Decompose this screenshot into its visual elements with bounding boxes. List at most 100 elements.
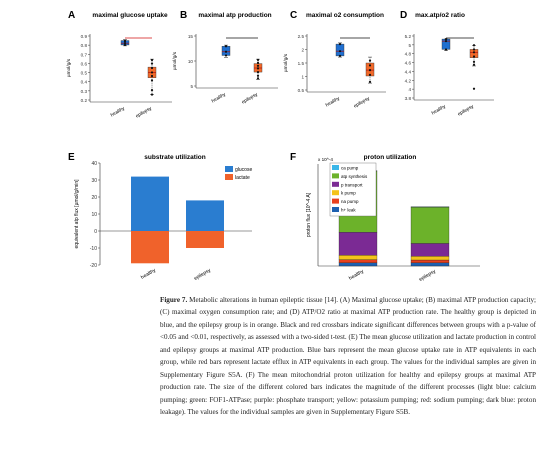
data-point-epilepsy-d	[472, 55, 476, 58]
x-tick-label-e: epilepsy	[193, 267, 212, 282]
x-tick-label-b: epilepsy	[241, 91, 260, 105]
legend-label-f: h+ leak	[341, 208, 356, 213]
y-tick-label-d: 4.8	[405, 52, 412, 57]
panel-label-e: E	[68, 152, 75, 163]
legend-swatch-e	[225, 174, 233, 180]
y-tick-label-a: 0.8	[81, 43, 88, 48]
y-tick-label-d: 5	[408, 43, 411, 48]
legend-label-f: k pump	[341, 191, 356, 196]
data-point-epilepsy-d	[472, 51, 476, 54]
x-tick-label-c: healthy	[325, 95, 342, 108]
bar-k-pump-epilepsy	[410, 256, 450, 261]
data-point-epilepsy-c	[368, 59, 372, 62]
bar-p-transport-epilepsy	[410, 243, 450, 257]
panel-title-e: substrate utilization	[144, 154, 205, 161]
y-axis-label-f: proton flux [10^-4 A]	[306, 192, 312, 237]
y-axis-label-b: µmol/g/s	[172, 51, 178, 70]
x-tick-label-d: epilepsy	[457, 103, 476, 117]
panel-label-a: A	[68, 10, 75, 21]
legend-label-f: p transport	[341, 182, 363, 187]
x-tick-label-a: epilepsy	[135, 105, 154, 119]
data-point-healthy-d	[444, 37, 448, 41]
y-tick-label-d: 5.2	[405, 34, 412, 39]
y-tick-label-b: 5	[190, 84, 193, 89]
x-tick-label-e: healthy	[140, 267, 157, 281]
panel-label-d: D	[400, 10, 407, 21]
y-tick-label-e: -20	[90, 263, 97, 269]
legend-swatch-f	[332, 198, 339, 204]
y-tick-label-e: 40	[91, 161, 97, 167]
legend-swatch-f	[332, 181, 339, 187]
y-tick-label-b: 15	[188, 34, 194, 39]
y-tick-label-e: 20	[91, 195, 97, 201]
y-tick-label-d: 4	[408, 87, 411, 92]
y-tick-label-c: 1	[301, 75, 304, 80]
legend-label-e: lactate	[235, 175, 250, 181]
panel-title-f: proton utilization	[364, 154, 417, 161]
bar-lactate-healthy	[131, 231, 169, 264]
data-point-healthy-c	[338, 50, 342, 53]
data-point-healthy-c	[338, 42, 342, 46]
bar-glucose-healthy	[131, 176, 169, 231]
data-point-epilepsy-c	[368, 64, 372, 67]
panel-title-a: maximal glucose uptake	[92, 12, 168, 19]
y-tick-label-e: 10	[91, 212, 97, 218]
data-point-epilepsy-b	[256, 61, 260, 64]
data-point-epilepsy-a	[150, 89, 154, 92]
panel-label-b: B	[180, 10, 187, 21]
data-point-healthy-a	[123, 43, 127, 47]
data-point-epilepsy-d	[472, 63, 476, 66]
data-point-healthy-b	[224, 45, 228, 48]
box-healthy-c	[335, 43, 345, 57]
data-point-epilepsy-b	[256, 77, 260, 80]
y-axis-label-a: µmol/g/s	[66, 58, 72, 77]
bar-h+-leak-healthy	[338, 262, 378, 267]
panel-label-f: F	[290, 152, 296, 163]
data-point-epilepsy-d	[472, 87, 476, 90]
legend-label-f: ca pump	[341, 166, 359, 171]
legend-swatch-f	[332, 207, 339, 212]
data-point-healthy-a	[123, 39, 127, 42]
data-point-epilepsy-c	[368, 80, 372, 84]
x-tick-label-a: healthy	[110, 105, 127, 118]
panel-label-c: C	[290, 10, 297, 21]
exponent-label-f: x 10^-4	[318, 157, 333, 162]
data-point-epilepsy-a	[150, 93, 154, 96]
y-axis-label-c: µmol/g/s	[283, 53, 289, 72]
bar-atp-synthesis-epilepsy	[410, 206, 450, 244]
bar-lactate-epilepsy	[186, 231, 224, 248]
bar-k-pump-healthy	[338, 255, 378, 260]
data-point-epilepsy-a	[150, 66, 154, 70]
legend-label-f: na pump	[341, 199, 359, 204]
bar-h+-leak-epilepsy	[410, 262, 450, 267]
data-point-epilepsy-a	[150, 58, 154, 62]
legend-swatch-e	[225, 166, 233, 172]
bar-glucose-epilepsy	[186, 200, 224, 231]
data-point-healthy-d	[444, 48, 448, 51]
data-point-epilepsy-a	[150, 79, 154, 82]
data-point-epilepsy-c	[368, 73, 372, 76]
y-tick-label-c: 2.5	[298, 34, 305, 39]
data-point-healthy-c	[338, 54, 342, 58]
data-point-epilepsy-d	[472, 60, 476, 63]
legend-label-e: glucose	[235, 167, 252, 173]
data-point-epilepsy-d	[472, 44, 476, 47]
y-tick-label-a: 0.5	[81, 71, 88, 76]
y-tick-label-d: 4.4	[405, 69, 412, 74]
data-point-healthy-b	[224, 50, 228, 53]
y-tick-label-c: 2	[301, 48, 304, 53]
y-tick-label-c: 0.5	[298, 88, 305, 93]
data-point-epilepsy-a	[150, 71, 154, 74]
y-tick-label-a: 0.4	[81, 80, 88, 85]
data-point-healthy-a	[123, 42, 127, 45]
x-tick-label-c: epilepsy	[353, 95, 372, 109]
data-point-epilepsy-d	[472, 48, 476, 51]
data-point-healthy-b	[224, 54, 228, 57]
y-tick-label-d: 4.2	[405, 78, 412, 83]
data-point-epilepsy-a	[150, 62, 154, 65]
data-point-epilepsy-b	[256, 67, 260, 70]
legend-swatch-f	[332, 165, 339, 170]
legend-swatch-f	[332, 190, 339, 196]
y-tick-label-d: 4.6	[405, 61, 412, 66]
